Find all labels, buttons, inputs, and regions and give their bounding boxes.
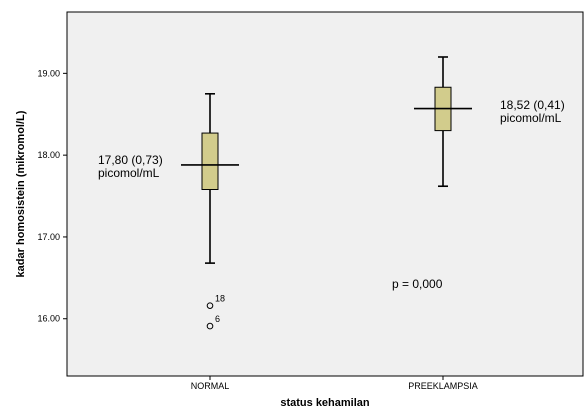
x-axis-title: status kehamilan — [280, 397, 370, 409]
boxes: 18 6 — [181, 56, 472, 330]
normal-annotation-line1: 17,80 (0,73) — [98, 153, 163, 167]
y-tick-label: 19.00 — [37, 68, 60, 78]
plot-area — [66, 11, 584, 377]
outlier-point — [206, 322, 214, 330]
normal-annotation-line2: picomol/mL — [98, 166, 160, 180]
x-tick-label: NORMAL — [191, 381, 230, 391]
outlier-label: 6 — [215, 314, 220, 324]
iqr-box — [201, 132, 219, 191]
x-tick-label: PREEKLAMPSIA — [408, 381, 478, 391]
preeklampsia-annotation-line1: 18,52 (0,41) — [500, 98, 565, 112]
x-axis-ticks: NORMAL PREEKLAMPSIA — [191, 376, 478, 391]
p-value-annotation: p = 0,000 — [392, 277, 443, 291]
box-preeklampsia — [414, 56, 472, 188]
outlier-point — [206, 302, 214, 309]
y-axis-title: kadar homosistein (mikromol/L) — [15, 110, 27, 277]
outlier-label: 18 — [215, 294, 225, 304]
y-tick-label: 16.00 — [37, 314, 60, 324]
box-normal: 18 6 — [181, 92, 239, 330]
y-tick-label: 18.00 — [37, 150, 60, 160]
y-axis-ticks: 16.00 17.00 18.00 19.00 — [37, 68, 67, 324]
preeklampsia-annotation-line2: picomol/mL — [500, 111, 562, 125]
y-tick-label: 17.00 — [37, 232, 60, 242]
